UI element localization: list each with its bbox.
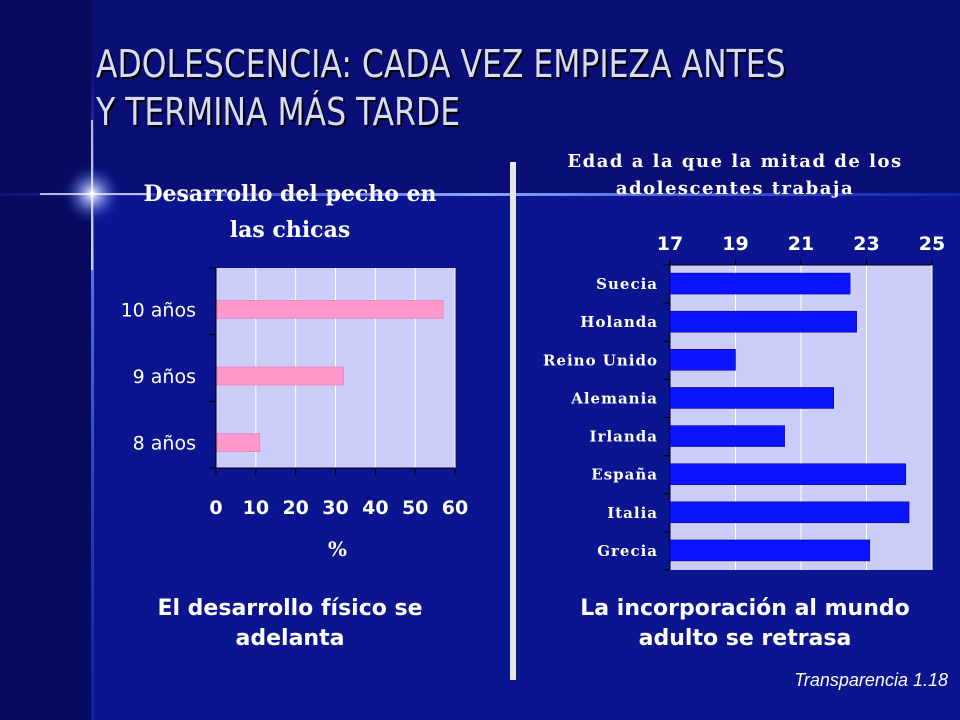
right-bar-alemania bbox=[669, 387, 834, 409]
left-bar-10-anos bbox=[216, 300, 444, 319]
right-chart-title-line2: adolescentes trabaja bbox=[615, 178, 855, 199]
right-category-label-italia: Italia bbox=[607, 504, 658, 522]
right-category-label-reino-unido: Reino Unido bbox=[543, 351, 658, 369]
left-bar-9-anos bbox=[216, 366, 344, 386]
right-x-tick-label: 17 bbox=[657, 233, 683, 255]
right-bar-holanda bbox=[669, 310, 857, 333]
right-bar-reino-unido bbox=[669, 349, 736, 371]
left-bar-8-anos bbox=[216, 433, 261, 452]
left-category-label-8-anos: 8 años bbox=[133, 433, 196, 455]
left-chart-title: Desarrollo del pecho en las chicas bbox=[120, 176, 460, 248]
left-chart-title-line2: las chicas bbox=[229, 217, 351, 243]
right-bar-italia bbox=[669, 501, 910, 524]
right-chart-title: Edad a la que la mitad de los adolescent… bbox=[525, 148, 945, 202]
left-category-label-10-anos: 10 años bbox=[121, 299, 196, 321]
right-category-label-suecia: Suecia bbox=[596, 275, 658, 293]
panel-divider bbox=[510, 162, 516, 680]
right-category-label-irlanda: Irlanda bbox=[590, 428, 658, 446]
left-x-axis-label: % bbox=[328, 537, 347, 561]
left-x-tick-label: 20 bbox=[282, 497, 308, 519]
right-x-tick-label: 21 bbox=[788, 233, 814, 255]
right-caption-line2: adulto se retrasa bbox=[638, 626, 852, 651]
slide-title-line2: Y TERMINA MÁS TARDE bbox=[96, 90, 461, 134]
left-x-tick-label: 50 bbox=[402, 497, 428, 519]
right-x-tick-label: 25 bbox=[919, 233, 945, 255]
right-bar-irlanda bbox=[669, 425, 785, 447]
footer-label: Transparencia 1.18 bbox=[794, 670, 948, 690]
right-x-tick-label: 23 bbox=[853, 233, 879, 255]
right-bar-suecia bbox=[669, 272, 851, 295]
left-chart-title-line1: Desarrollo del pecho en bbox=[143, 181, 437, 207]
left-caption: El desarrollo físico se adelanta bbox=[110, 594, 470, 654]
slide-title-line1: ADOLESCENCIA: CADA VEZ EMPIEZA ANTES bbox=[96, 42, 786, 86]
right-caption: La incorporación al mundo adulto se retr… bbox=[530, 594, 960, 654]
right-bar-espana bbox=[669, 463, 907, 485]
right-bar-grecia bbox=[669, 539, 871, 562]
slide-title: ADOLESCENCIA: CADA VEZ EMPIEZA ANTES Y T… bbox=[96, 40, 956, 136]
left-caption-line1: El desarrollo físico se bbox=[157, 596, 423, 621]
left-category-label-9-anos: 9 años bbox=[133, 366, 196, 388]
right-category-label-holanda: Holanda bbox=[580, 313, 658, 331]
right-chart-title-line1: Edad a la que la mitad de los bbox=[567, 151, 903, 172]
left-x-tick-label: 30 bbox=[322, 497, 348, 519]
left-x-tick-label: 60 bbox=[442, 497, 468, 519]
right-caption-line1: La incorporación al mundo bbox=[580, 596, 910, 621]
right-category-label-grecia: Grecia bbox=[597, 542, 658, 560]
left-caption-line2: adelanta bbox=[235, 626, 345, 651]
left-x-tick-label: 10 bbox=[243, 497, 269, 519]
right-x-tick-label: 19 bbox=[722, 233, 748, 255]
left-x-tick-label: 40 bbox=[362, 497, 388, 519]
left-x-tick-label: 0 bbox=[209, 497, 222, 519]
right-category-label-espana: España bbox=[591, 466, 658, 484]
right-category-label-alemania: Alemania bbox=[570, 389, 658, 407]
